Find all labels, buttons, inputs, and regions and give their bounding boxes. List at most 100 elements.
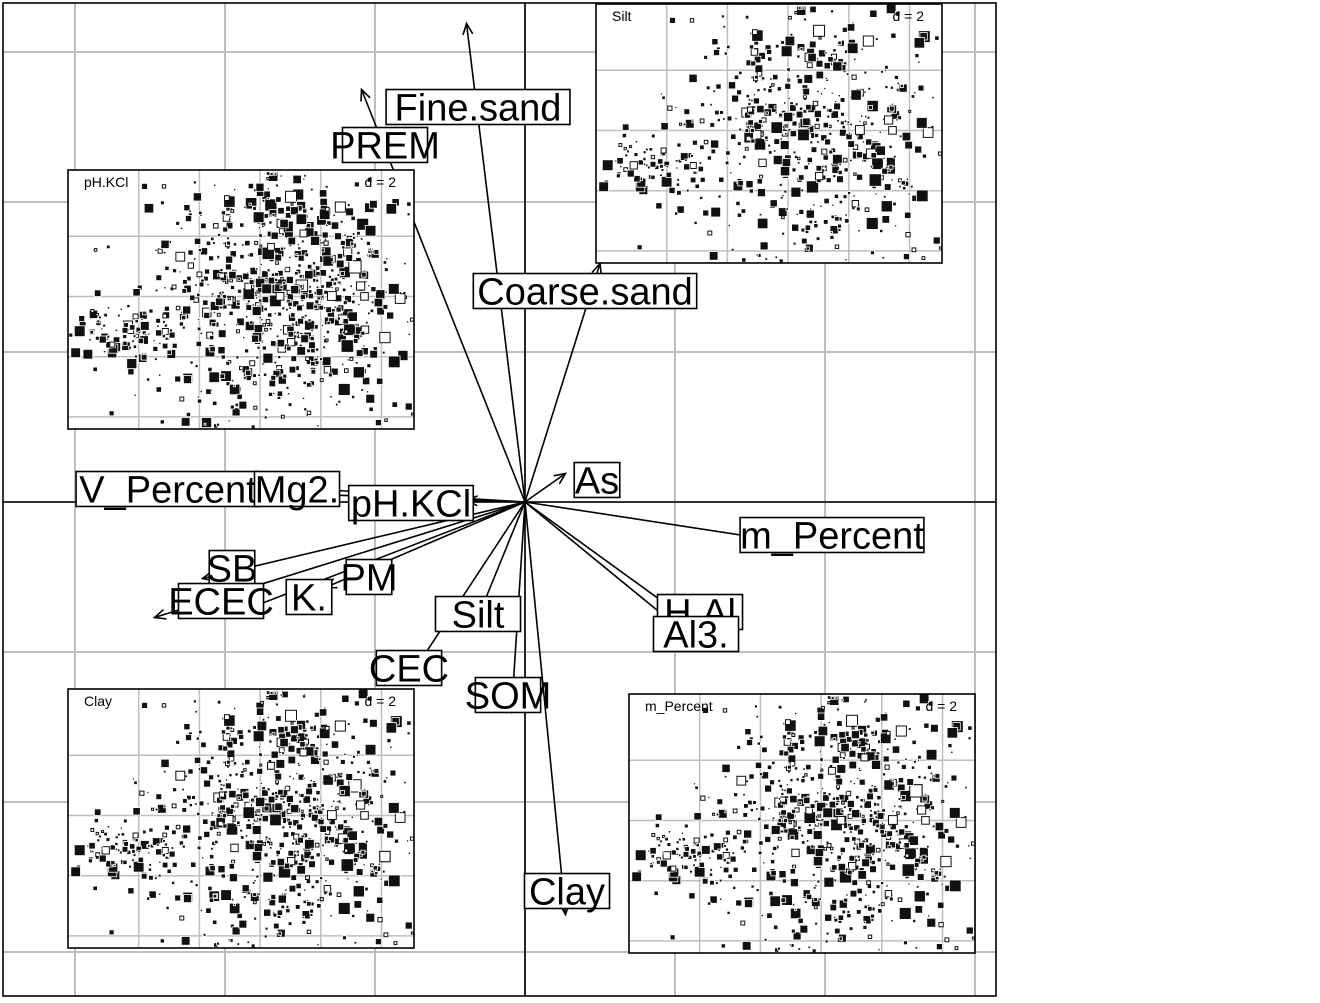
inset-point	[236, 393, 243, 400]
inset-point	[301, 915, 305, 919]
inset-point	[305, 301, 315, 311]
inset-point	[160, 239, 170, 249]
inset-point	[834, 927, 841, 935]
inset-point	[843, 805, 847, 809]
inset-point	[217, 273, 221, 277]
inset-point	[189, 879, 194, 884]
inset-point	[310, 187, 314, 192]
inset-point	[98, 854, 107, 863]
inset-point	[309, 335, 315, 341]
inset-point	[275, 780, 279, 784]
inset-point	[792, 150, 797, 155]
inset-point	[236, 942, 240, 946]
inset-point	[936, 943, 943, 951]
inset-point	[781, 878, 787, 884]
inset-point	[198, 281, 205, 288]
inset-point	[267, 242, 275, 251]
inset-point	[364, 839, 369, 844]
inset-point	[823, 164, 828, 169]
inset-point	[779, 137, 783, 141]
inset-point	[917, 805, 927, 815]
inset-point	[713, 842, 722, 851]
inset-point	[750, 60, 757, 67]
inset-point	[269, 841, 273, 846]
inset-point	[955, 817, 967, 828]
inset-point	[659, 859, 668, 868]
inset-point	[183, 204, 191, 212]
inset-point	[276, 909, 284, 916]
inset-point	[710, 139, 720, 149]
inset-point	[297, 246, 302, 251]
inset-point	[895, 118, 899, 122]
inset-point	[950, 750, 954, 754]
inset-point	[181, 325, 186, 330]
inset-point	[874, 828, 879, 833]
inset-point	[689, 18, 695, 23]
inset-point	[683, 108, 691, 116]
inset-point	[229, 250, 237, 258]
inset-point	[803, 95, 807, 99]
inset-background	[68, 170, 414, 429]
inset-point	[804, 773, 808, 777]
inset-point	[852, 194, 856, 198]
inset-point	[349, 284, 353, 288]
inset-point	[330, 255, 334, 259]
inset-point	[693, 220, 698, 225]
inset-point	[665, 164, 669, 169]
inset-point	[278, 841, 285, 848]
inset-point	[306, 901, 312, 907]
inset-point	[838, 899, 848, 909]
inset-point	[857, 870, 867, 880]
inset-point	[725, 829, 731, 836]
inset-point	[799, 738, 806, 745]
arrow-label: CEC	[369, 648, 449, 690]
inset-point	[783, 738, 792, 746]
inset-point	[744, 146, 749, 151]
inset-point	[243, 895, 247, 899]
inset-point	[88, 858, 93, 864]
inset-point	[220, 889, 232, 901]
inset-point	[777, 836, 782, 841]
inset-point	[834, 244, 840, 250]
inset-point	[178, 270, 182, 274]
inset-point	[406, 839, 410, 843]
inset-point	[880, 200, 893, 213]
inset-point	[771, 816, 776, 820]
inset-point	[254, 240, 259, 245]
inset-point	[236, 317, 245, 326]
inset-point	[736, 745, 742, 750]
inset-point	[206, 802, 210, 806]
inset-point	[867, 87, 872, 91]
inset-point	[222, 745, 229, 752]
inset-point	[233, 903, 236, 907]
inset-point	[314, 360, 320, 366]
inset-point	[624, 153, 629, 158]
inset-point	[865, 138, 873, 146]
inset-point	[183, 894, 193, 904]
inset-point	[785, 819, 795, 830]
inset-point	[194, 283, 198, 287]
inset-point	[908, 835, 919, 846]
inset-point	[343, 323, 356, 336]
inset-point	[883, 859, 887, 862]
inset-point	[258, 233, 263, 238]
inset-point	[808, 734, 813, 739]
inset-point	[771, 852, 775, 856]
inset-point	[813, 24, 825, 37]
inset-point	[829, 234, 835, 240]
inset-point	[830, 214, 835, 219]
inset-point	[264, 198, 278, 212]
inset-point	[801, 237, 808, 245]
inset-point	[154, 807, 159, 812]
inset-point	[205, 759, 212, 765]
inset-point	[152, 339, 156, 342]
inset-point	[154, 248, 158, 252]
inset-point	[255, 355, 260, 360]
inset-point	[297, 263, 302, 268]
inset-point	[127, 368, 135, 376]
inset-point	[815, 172, 824, 181]
inset-point	[780, 809, 787, 816]
inset-point	[291, 322, 295, 327]
inset-point	[877, 903, 881, 907]
inset-point	[925, 891, 930, 897]
